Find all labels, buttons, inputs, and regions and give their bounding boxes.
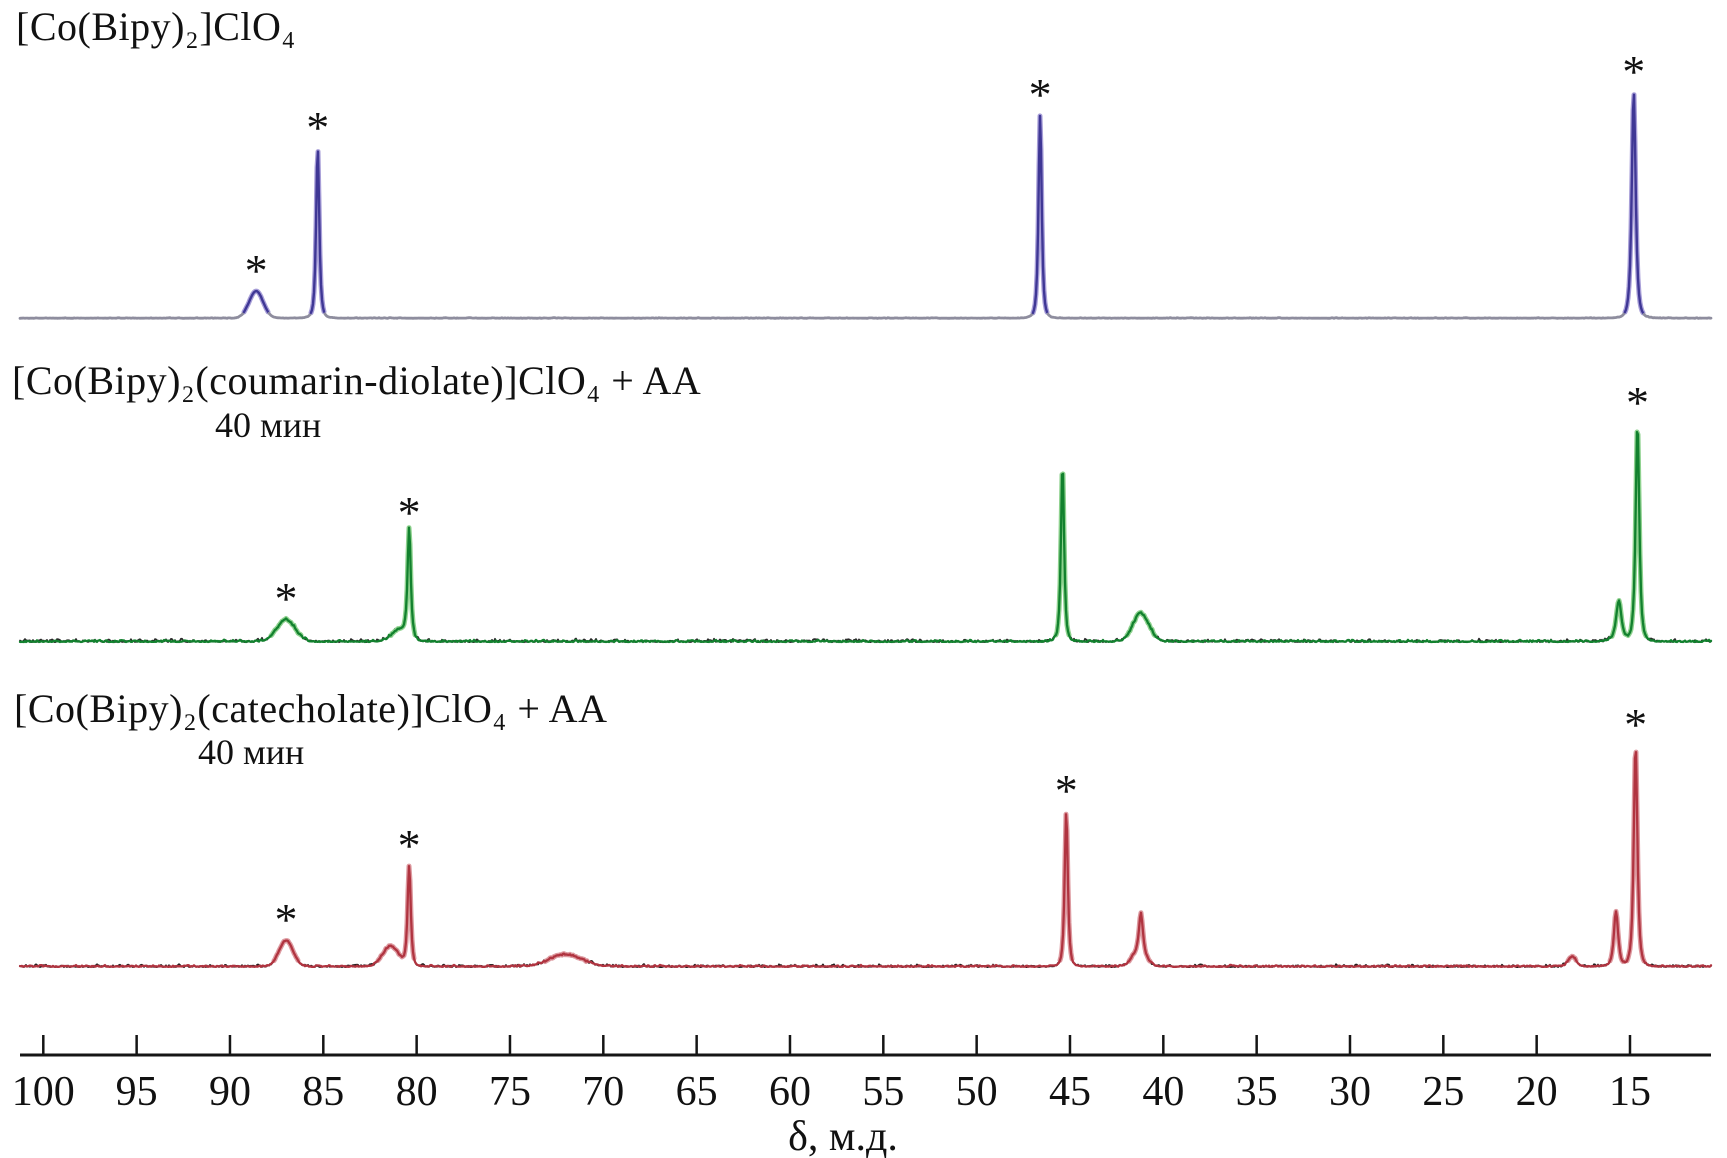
peak-asterisk-marker: *	[1624, 699, 1647, 750]
x-axis-tick-label: 15	[1609, 1069, 1651, 1115]
x-axis-label: δ, м.д.	[788, 1114, 898, 1158]
peak-asterisk-marker: *	[306, 102, 329, 153]
peak-asterisk-marker: *	[398, 820, 421, 871]
peak-asterisk-marker: *	[1055, 765, 1078, 816]
peak-asterisk-marker: *	[1626, 377, 1649, 428]
x-axis-tick-label: 25	[1422, 1069, 1464, 1115]
peak-asterisk-marker: *	[245, 245, 268, 296]
x-axis-tick-label: 80	[396, 1069, 438, 1115]
x-axis-tick-label: 65	[676, 1069, 718, 1115]
spectrum-1-title: [Co(Bipy)₂]ClO₄	[16, 4, 296, 49]
spectrum-3-title: [Co(Bipy)₂(catecholate)]ClO₄ + AA	[14, 686, 608, 731]
spectrum-3-time-label: 40 мин	[198, 732, 305, 772]
x-axis-tick-label: 50	[956, 1069, 998, 1115]
x-axis-tick-label: 55	[862, 1069, 904, 1115]
peak-asterisk-marker: *	[398, 487, 421, 538]
x-axis-tick-label: 35	[1236, 1069, 1278, 1115]
x-axis-tick-label: 20	[1516, 1069, 1558, 1115]
peak-asterisk-marker: *	[274, 894, 297, 945]
x-axis-tick-label: 40	[1142, 1069, 1184, 1115]
peak-asterisk-marker: *	[1029, 69, 1052, 120]
x-axis-tick-label: 45	[1049, 1069, 1091, 1115]
peak-asterisk-marker: *	[274, 573, 297, 624]
spectrum-2-time-label: 40 мин	[215, 405, 322, 445]
x-axis-tick-label: 90	[209, 1069, 251, 1115]
x-axis-tick-label: 100	[12, 1069, 75, 1115]
x-axis-tick-label: 85	[302, 1069, 344, 1115]
x-axis-tick-label: 30	[1329, 1069, 1371, 1115]
x-axis-tick-label: 70	[582, 1069, 624, 1115]
x-axis-tick-label: 95	[116, 1069, 158, 1115]
spectrum-2-title: [Co(Bipy)₂(coumarin-diolate)]ClO₄ + AA	[12, 358, 702, 403]
x-axis-tick-label: 60	[769, 1069, 811, 1115]
x-axis-tick-label: 75	[489, 1069, 531, 1115]
peak-asterisk-marker: *	[1622, 46, 1645, 97]
